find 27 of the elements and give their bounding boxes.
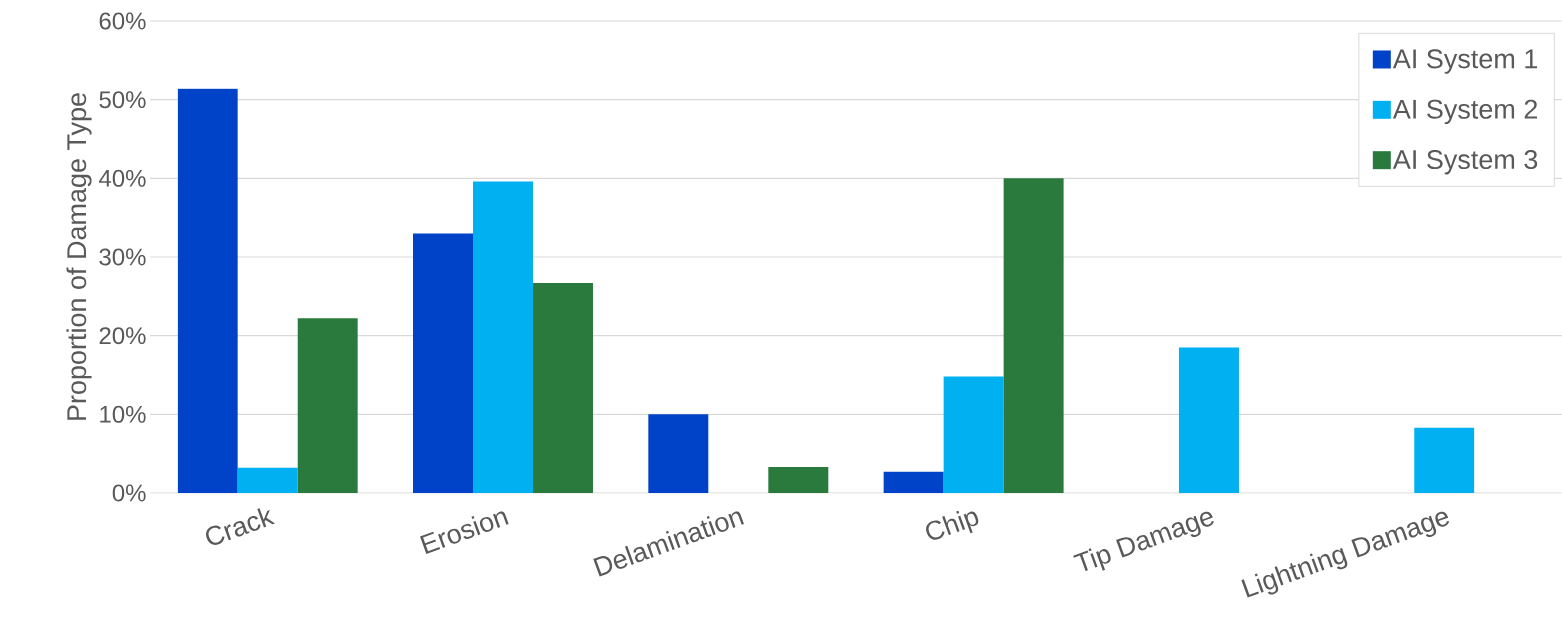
y-tick-label: 60%: [99, 12, 146, 30]
x-tick-label: Erosion: [420, 511, 509, 554]
y-tick-label: 10%: [100, 405, 146, 423]
y-tick-label: 50%: [99, 91, 146, 109]
y-axis-title: Proportion of Damage Type: [66, 93, 92, 420]
x-tick-label: Chip: [926, 510, 979, 540]
bar: [532, 282, 593, 493]
bar: [1178, 347, 1239, 493]
bar: [177, 88, 238, 493]
y-tick-label: 0%: [112, 484, 146, 502]
bar: [883, 471, 944, 493]
legend-label: AI System 1: [1392, 49, 1538, 74]
x-tick-label: Crack: [206, 508, 276, 545]
bar: [472, 181, 533, 493]
legend-label: AI System 3: [1392, 150, 1538, 175]
y-tick-label: 30%: [99, 248, 146, 266]
y-tick-label: 40%: [99, 169, 146, 187]
bar: [1414, 427, 1475, 493]
y-tick-label: 20%: [99, 327, 146, 345]
bar: [413, 233, 473, 493]
bar: [768, 467, 829, 493]
bar: [943, 376, 1004, 493]
bar: [648, 414, 709, 493]
legend-label: AI System 2: [1392, 99, 1537, 125]
bar: [237, 467, 298, 493]
bar: [297, 318, 358, 493]
bar: [1003, 178, 1064, 493]
